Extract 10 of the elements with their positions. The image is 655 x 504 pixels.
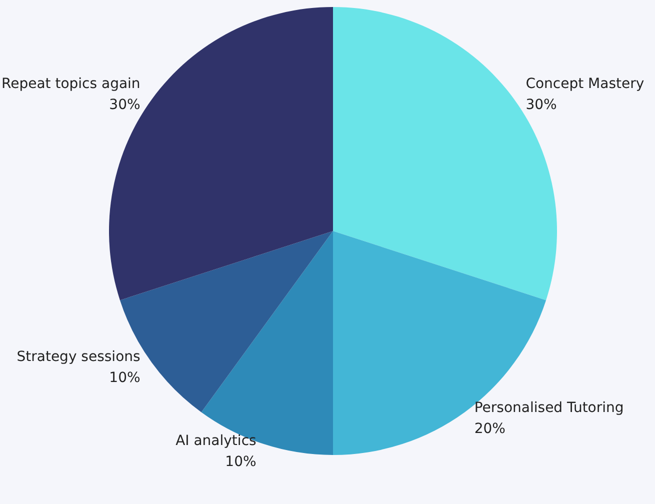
data-label: 10%: [225, 454, 256, 470]
data-label: 30%: [109, 97, 140, 114]
slice-label: Personalised Tutoring: [474, 400, 624, 416]
data-label: 30%: [526, 97, 557, 114]
data-label: 10%: [109, 370, 140, 386]
slice-label: Concept Mastery: [526, 76, 644, 92]
slice-label: AI analytics: [176, 433, 256, 450]
slice-label: Repeat topics again: [1, 76, 140, 92]
slice-label: Strategy sessions: [16, 348, 140, 365]
data-label: 20%: [474, 421, 506, 438]
